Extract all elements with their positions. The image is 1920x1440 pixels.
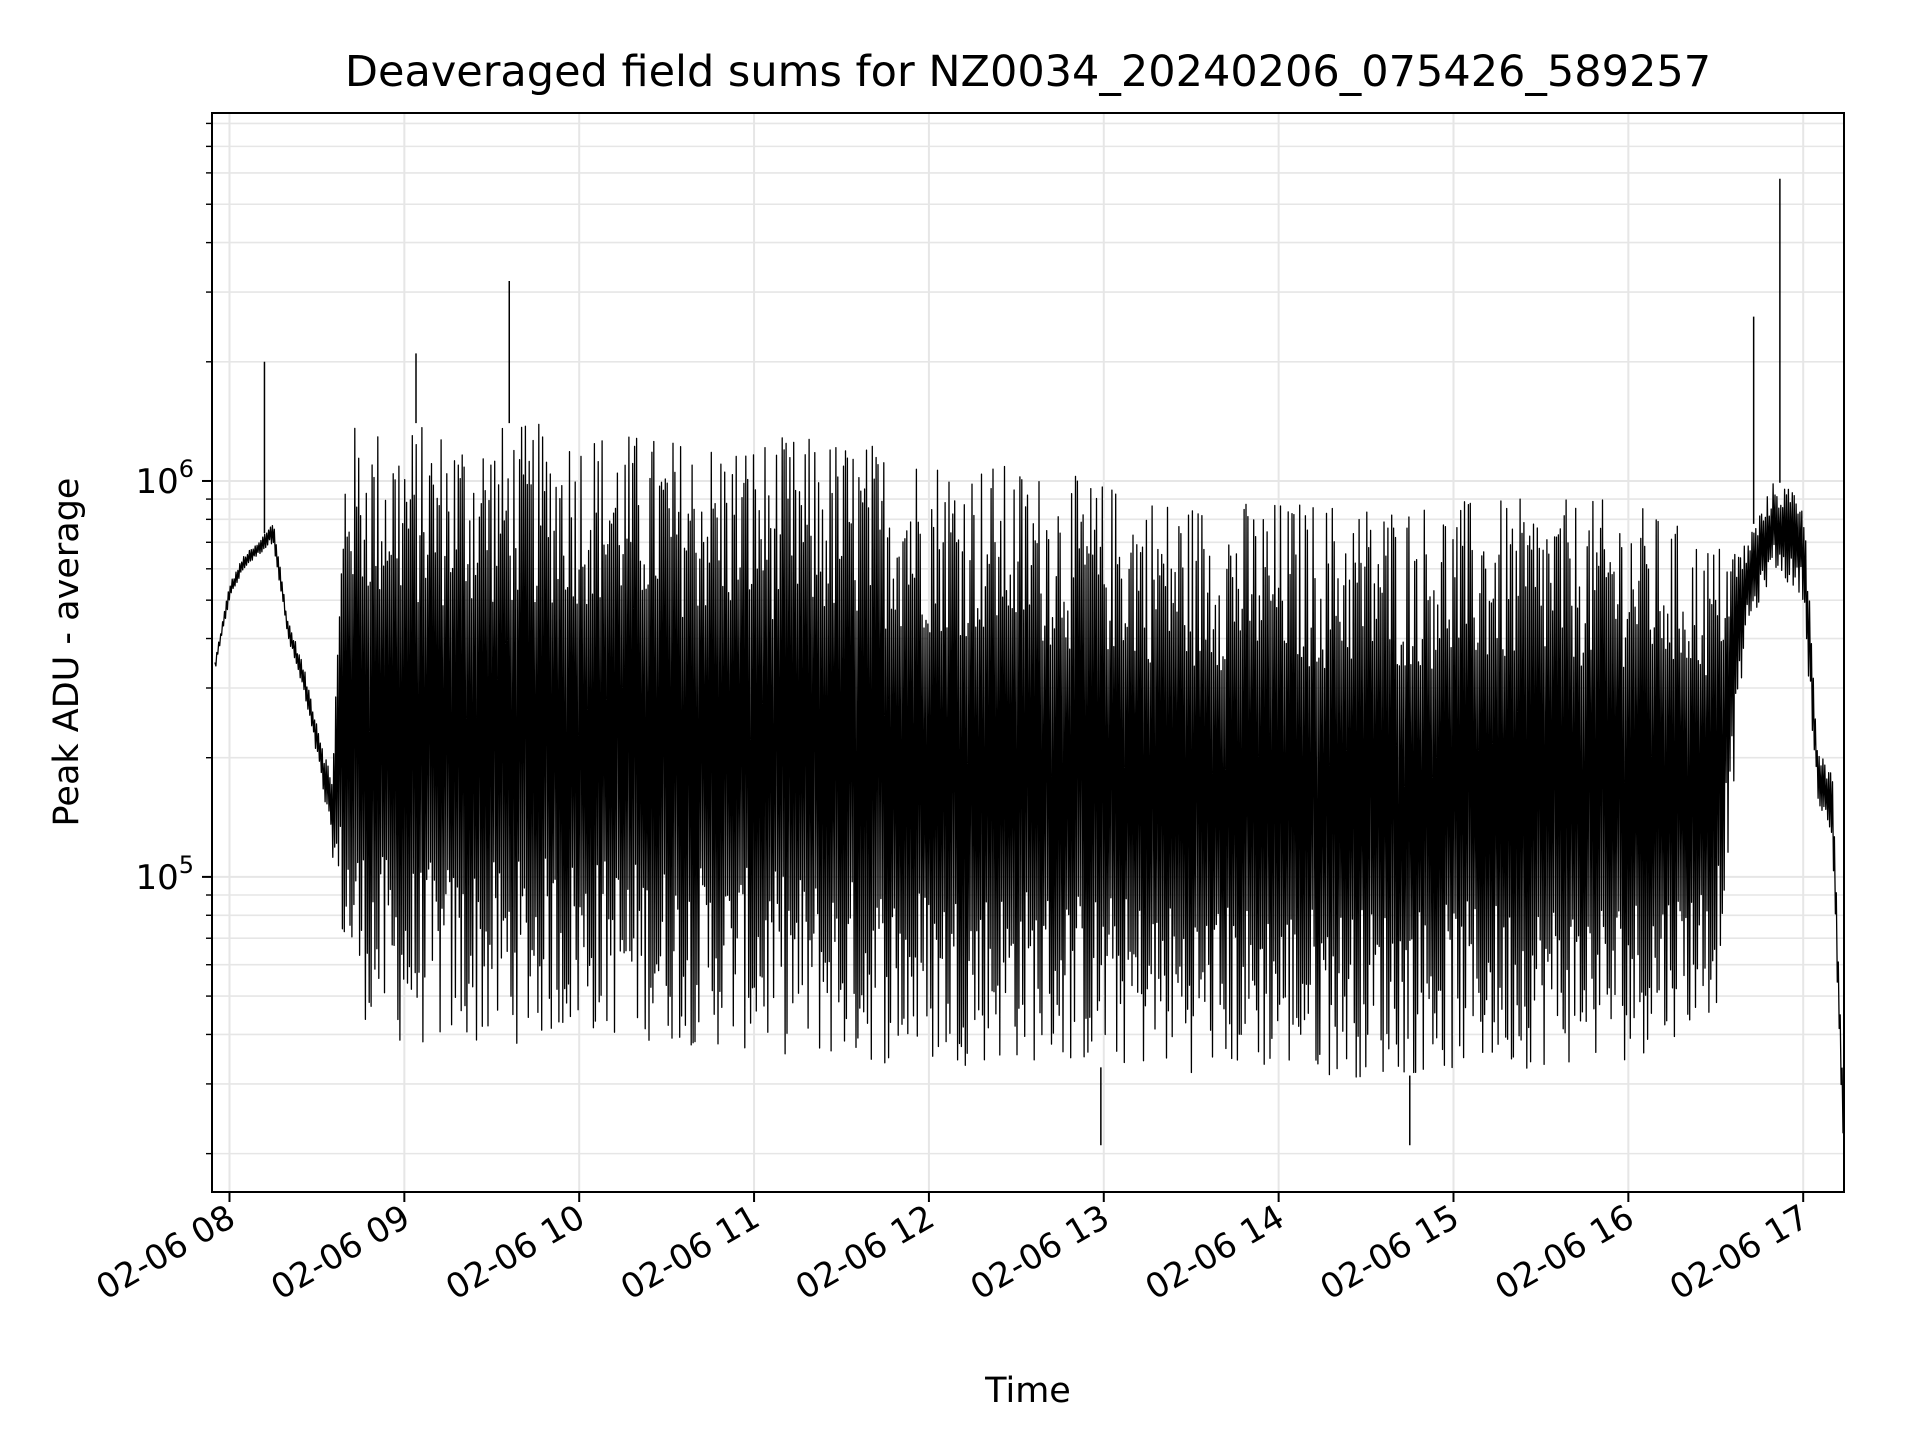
y-tick-base: 10 [135,462,178,502]
series-line [214,423,1845,1134]
y-tick-exponent: 6 [179,455,194,483]
y-tick-label: 106 [135,455,194,502]
plot-frame [211,112,1845,1193]
x-axis-label: Time [984,1371,1071,1411]
y-tick-label: 105 [135,851,194,898]
chart-title: Deaveraged field sums for NZ0034_2024020… [345,47,1711,97]
data-layer [214,178,1845,1146]
y-axis-label: Peak ADU - average [47,478,87,827]
y-tick-base: 10 [135,858,178,898]
y-tick-exponent: 5 [179,851,194,879]
